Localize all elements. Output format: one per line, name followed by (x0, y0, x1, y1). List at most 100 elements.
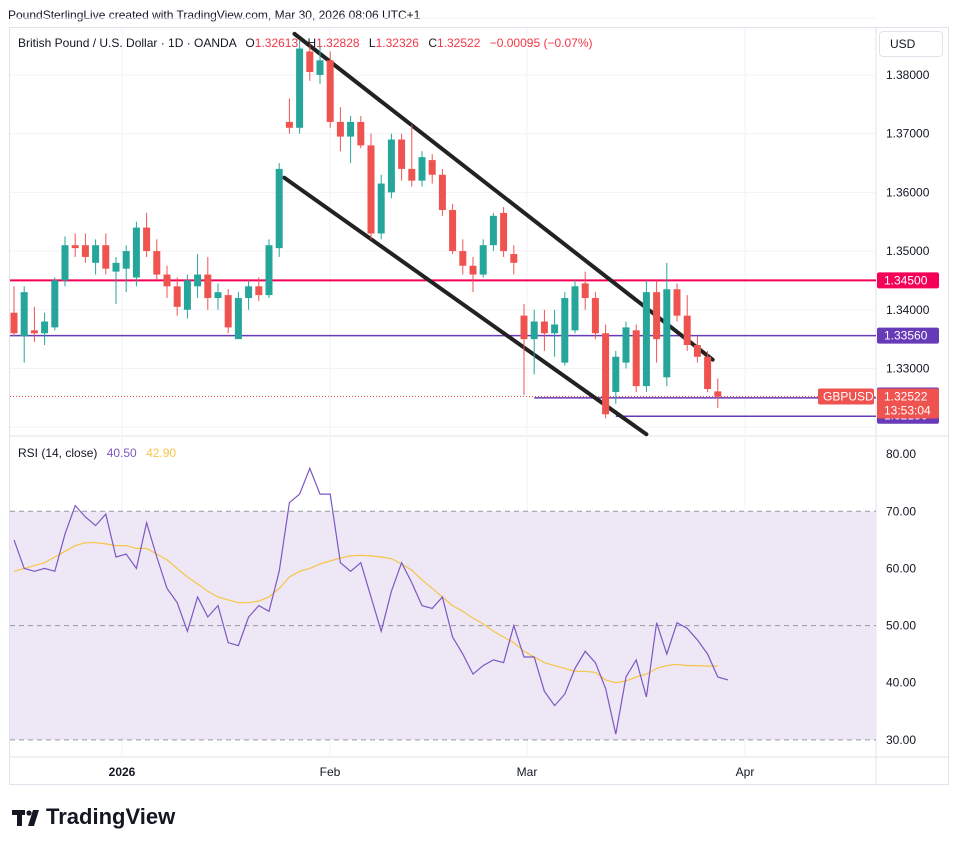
candle-body (714, 391, 722, 397)
candle-body (418, 157, 426, 181)
symbol-title: British Pound / U.S. Dollar · 1D · OANDA (18, 36, 237, 50)
close-value: 1.32522 (437, 36, 481, 50)
candle-body (632, 330, 640, 387)
candle-body (347, 121, 355, 137)
candle-body (479, 245, 487, 275)
candle-body (438, 174, 446, 210)
candle-body (520, 315, 528, 340)
candle-body (561, 298, 569, 363)
candle-body (81, 245, 89, 257)
channel-upper-trendline (292, 31, 715, 362)
candle-body (500, 212, 508, 252)
candle-body (30, 330, 38, 334)
rsi-ma-value: 42.90 (146, 446, 177, 460)
candle-body (245, 286, 253, 299)
x-tick-label: Apr (736, 765, 755, 779)
candle-body (387, 139, 395, 193)
candle-body (469, 265, 477, 275)
candle-body (296, 48, 304, 128)
rsi-tick-label: 50.00 (886, 619, 916, 633)
last-price-tag-bg (877, 388, 939, 419)
candle-body (530, 321, 538, 340)
candle-body (173, 286, 181, 307)
open-value: 1.32613 (254, 36, 299, 50)
candle-body (112, 262, 120, 272)
candle-body (510, 254, 518, 263)
change-value: −0.00095 (−0.07%) (489, 36, 593, 50)
symbol-tag: GBPUSD (823, 390, 874, 404)
chart-frame (9, 27, 949, 785)
candle-body (693, 345, 701, 357)
candle-body (683, 315, 691, 346)
candle-body (204, 274, 212, 299)
candle-body (71, 245, 79, 249)
rsi-line (13, 466, 729, 735)
countdown-tag: 13:53:04 (884, 404, 931, 418)
candle-body (92, 245, 100, 263)
price-tick-label: 1.36000 (886, 185, 930, 199)
rsi-value: 40.50 (106, 446, 137, 460)
candle-body (306, 51, 314, 73)
candle-body (41, 321, 49, 334)
ohlc-legend: British Pound / U.S. Dollar · 1D · OANDA… (18, 36, 592, 50)
currency-selector-button[interactable]: USD (879, 31, 943, 57)
candle-body (275, 168, 283, 249)
price-tick-label: 1.37000 (886, 127, 930, 141)
candle-body (285, 121, 293, 128)
symbol-tag-bg (818, 388, 874, 405)
candle-body (234, 298, 242, 340)
candle-body (367, 145, 375, 234)
candle-body (51, 280, 59, 328)
candle-body (194, 274, 202, 287)
candle-body (551, 324, 559, 334)
rsi-tick-label: 30.00 (886, 733, 916, 747)
price-tick-label: 1.35000 (886, 244, 930, 258)
level-tag-resistance: 1.34500 (884, 273, 928, 287)
rsi-tick-label: 40.00 (886, 676, 916, 690)
candle-body (540, 321, 548, 334)
high-label: H (307, 36, 317, 50)
channel-lower-trendline (282, 175, 649, 437)
level-tag-resistance-bg (877, 272, 939, 289)
candle-body (102, 245, 110, 269)
candle-body (428, 160, 436, 175)
candle-body (663, 289, 671, 378)
candle-body (143, 227, 151, 252)
candle-body (326, 60, 334, 122)
low-value: 1.32326 (375, 36, 419, 50)
candle-body (408, 168, 416, 181)
candle-body (602, 333, 610, 415)
candle-body (398, 139, 406, 169)
candle-body (132, 227, 140, 278)
high-value: 1.32828 (316, 36, 360, 50)
candle-body (642, 292, 650, 387)
rsi-legend: RSI (14, close) 40.50 42.90 (18, 446, 176, 460)
candle-body (122, 251, 130, 269)
tradingview-logo[interactable]: TradingView (12, 804, 175, 830)
candle-body (61, 245, 69, 281)
candle-body (224, 295, 232, 328)
level-tag-support: 1.33560 (884, 329, 928, 343)
candle-body (571, 286, 579, 331)
candle-body (183, 280, 191, 310)
candle-body (214, 292, 222, 299)
candle-body (255, 286, 263, 296)
x-tick-label: 2026 (109, 765, 136, 779)
low-label: L (368, 36, 376, 50)
candle-body (357, 121, 365, 146)
price-tick-label: 1.33000 (886, 361, 930, 375)
rsi-tick-label: 70.00 (886, 504, 916, 518)
tradingview-logo-icon (12, 804, 42, 830)
candle-body (265, 245, 273, 296)
candle-body (163, 274, 171, 287)
x-tick-label: Feb (320, 765, 341, 779)
rsi-title: RSI (14, close) (18, 446, 98, 460)
open-label: O (245, 36, 255, 50)
candle-body (591, 298, 599, 334)
x-tick-label: Mar (517, 765, 538, 779)
candle-body (153, 251, 161, 275)
candle-body (673, 289, 681, 316)
candle-body (10, 312, 18, 334)
candle-body (20, 292, 28, 337)
